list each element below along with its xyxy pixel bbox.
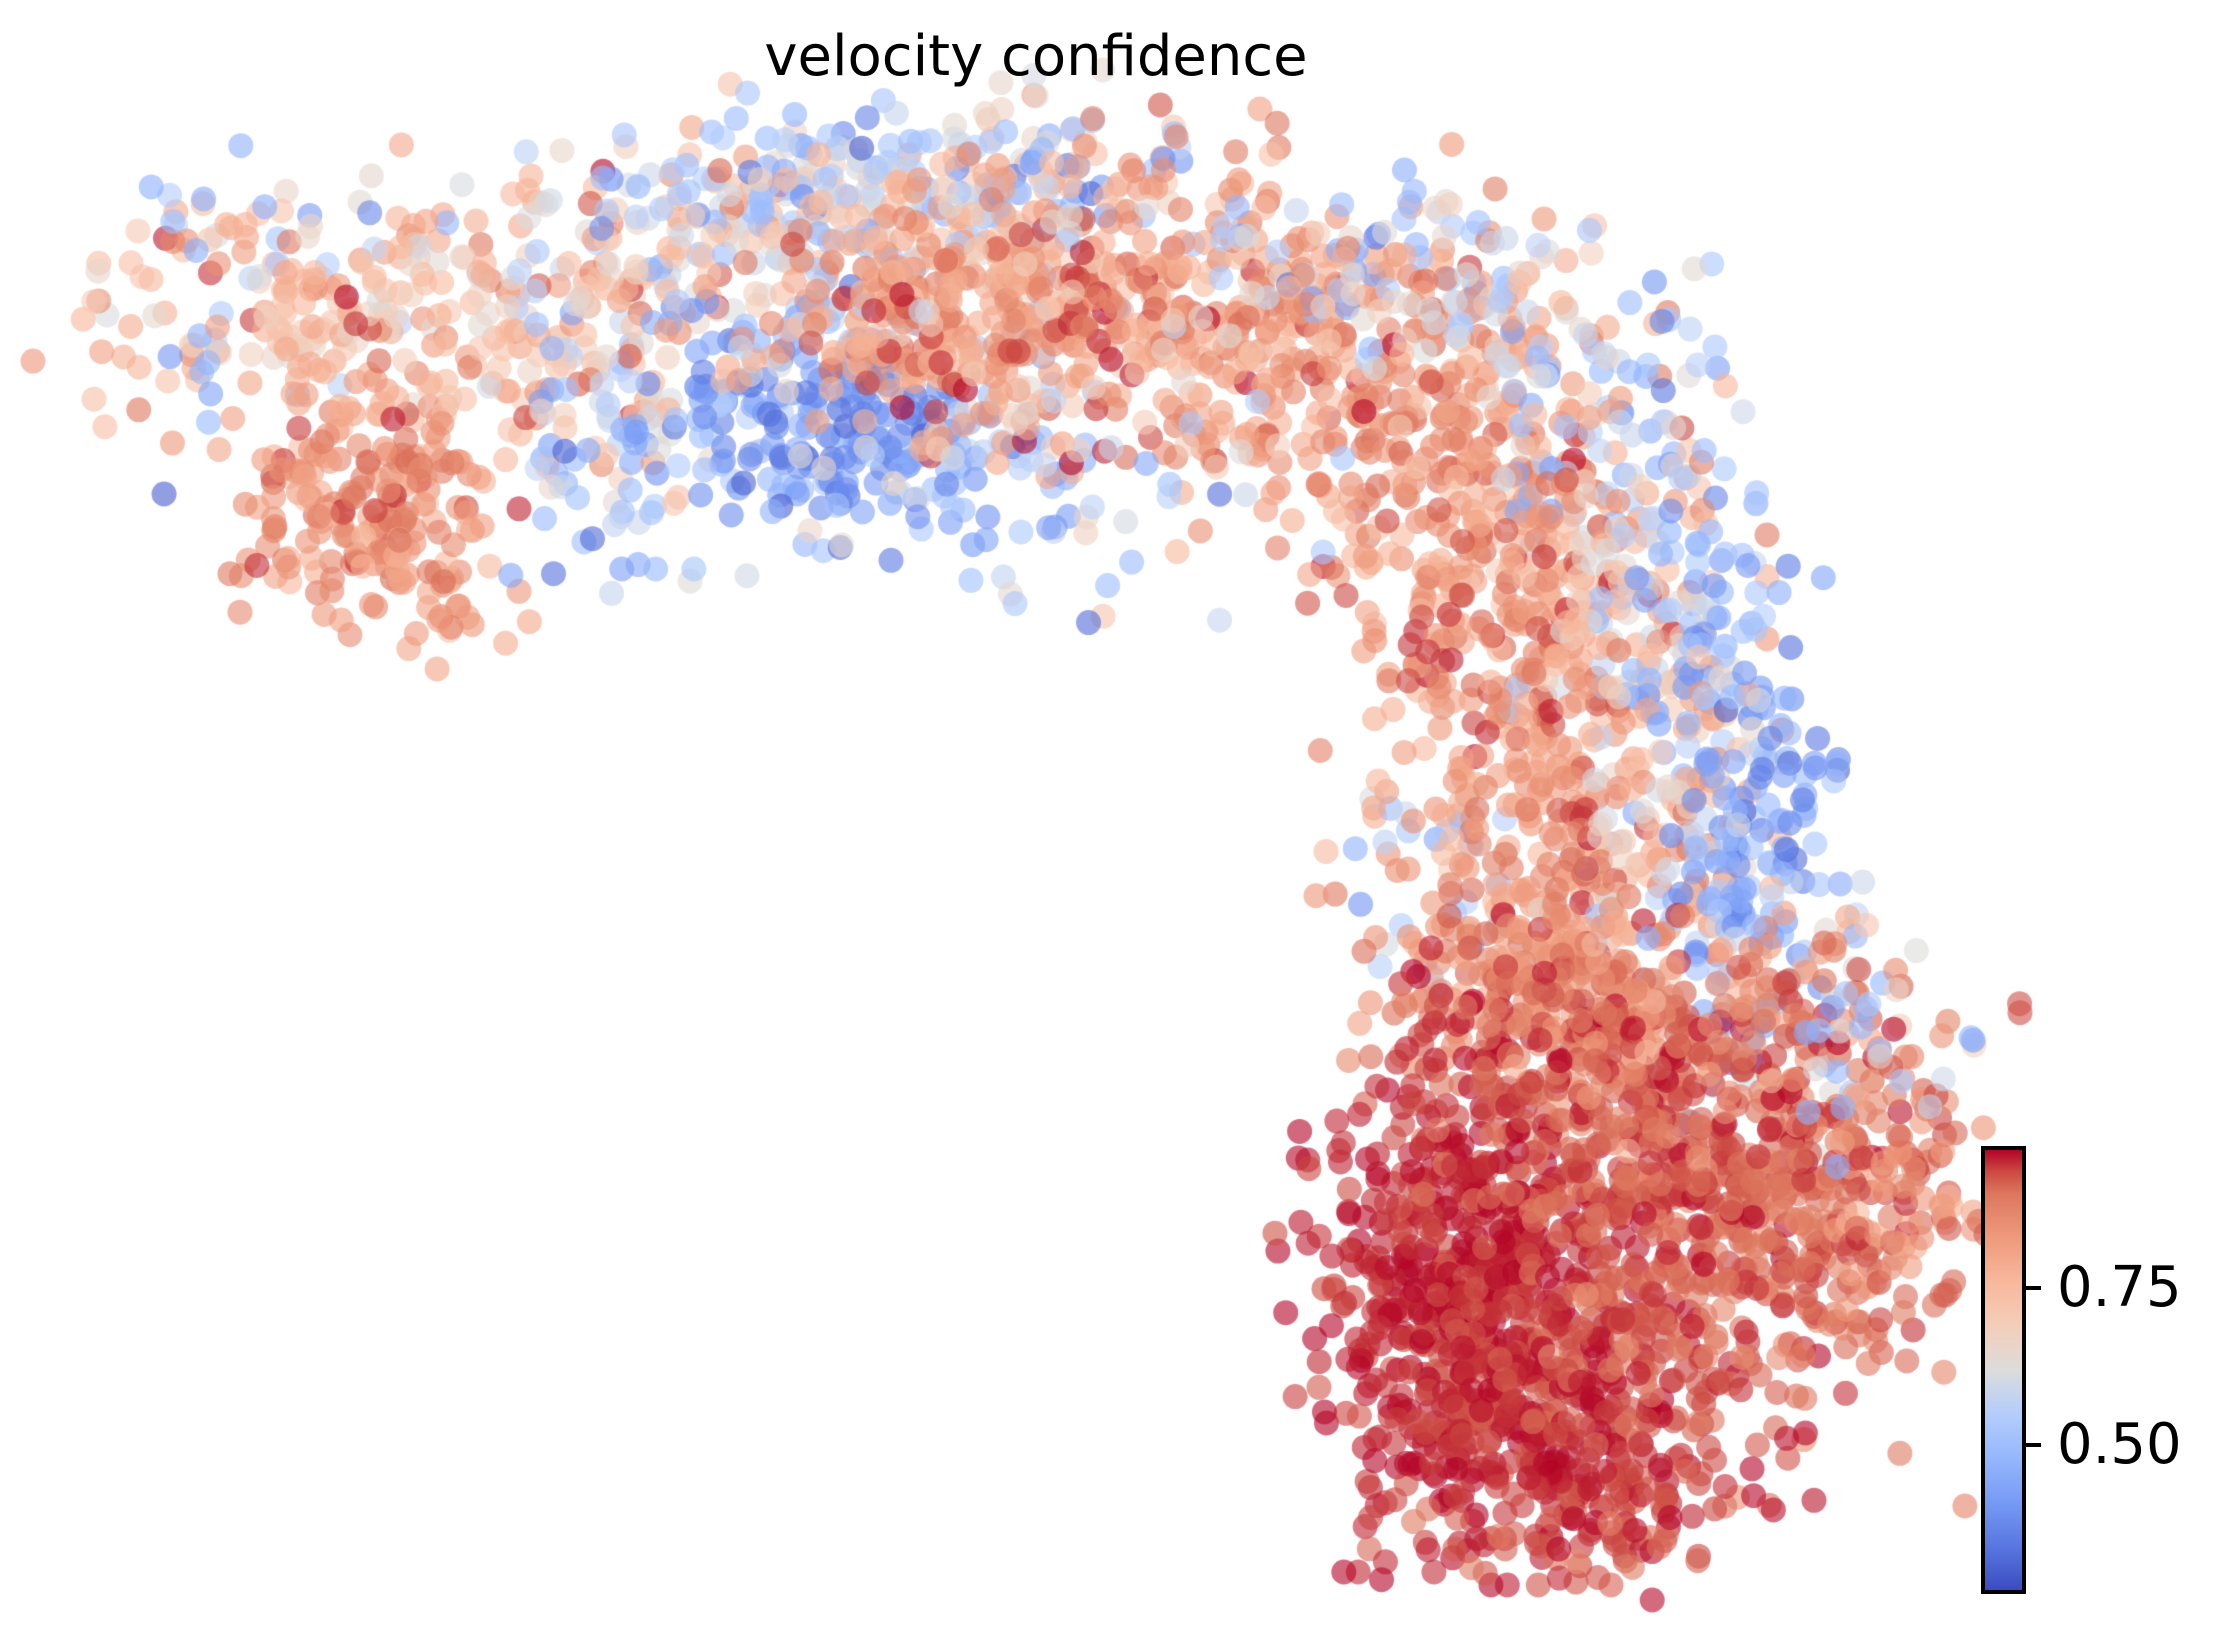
colorbar bbox=[1981, 1146, 2026, 1594]
colorbar-tick-mark-050 bbox=[2026, 1443, 2041, 1448]
colorbar-tick-mark-075 bbox=[2026, 1286, 2041, 1291]
colorbar-tick-label-050: 0.50 bbox=[2057, 1412, 2182, 1478]
colorbar-tick-label-075: 0.75 bbox=[2057, 1255, 2182, 1321]
colorbar-gradient bbox=[1985, 1150, 2022, 1590]
chart-title: velocity confidence bbox=[764, 24, 1308, 89]
